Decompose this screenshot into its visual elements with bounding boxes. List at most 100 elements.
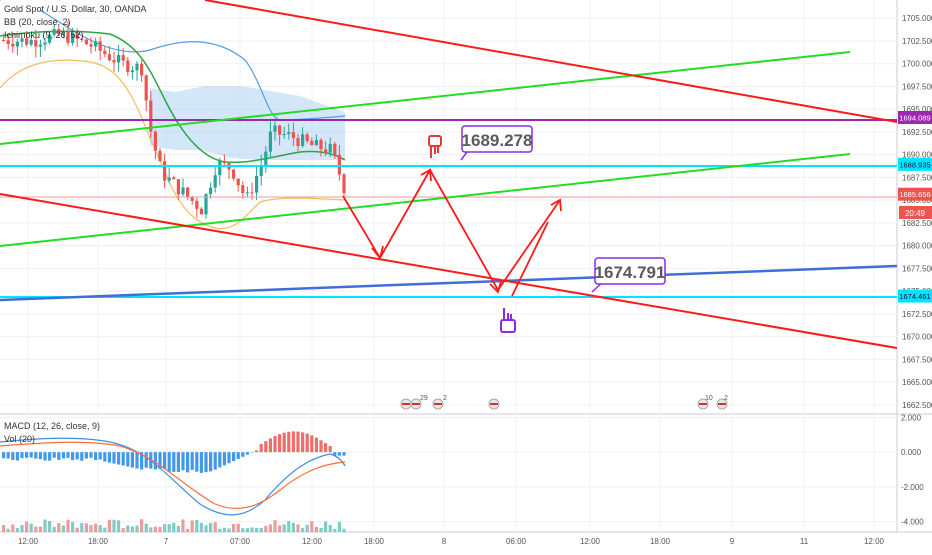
- callout-high-text: 1689.278: [462, 131, 533, 150]
- time-tick-label: 9: [730, 537, 735, 546]
- candle-body: [108, 54, 111, 60]
- macd-histogram-bar: [126, 452, 129, 466]
- callout-low-text: 1674.791: [595, 263, 666, 282]
- volume-bar: [66, 520, 69, 532]
- candle-body: [112, 60, 115, 62]
- macd-histogram-bar: [227, 452, 230, 463]
- countdown-badge: 20:49: [899, 206, 932, 219]
- macd-histogram-bar: [324, 443, 327, 452]
- volume-bar: [149, 527, 152, 532]
- macd-histogram-bar: [11, 452, 14, 460]
- candle-body: [34, 40, 37, 47]
- time-tick-label: 18:00: [88, 537, 109, 546]
- macd-histogram-bar: [292, 431, 295, 452]
- macd-histogram-bar: [209, 452, 212, 471]
- event-flag-icon[interactable]: [489, 399, 499, 409]
- volume-bar: [255, 528, 258, 532]
- candle-body: [269, 132, 272, 152]
- time-tick-label: 8: [442, 537, 447, 546]
- macd-histogram-bar: [273, 436, 276, 452]
- volume-bar: [204, 525, 207, 532]
- candle-body: [131, 70, 134, 72]
- volume-bar: [287, 521, 290, 532]
- macd-histogram-bar: [296, 432, 299, 453]
- time-tick-label: 7: [164, 537, 169, 546]
- volume-bar: [237, 524, 240, 532]
- candle-body: [264, 152, 267, 166]
- volume-bar: [112, 520, 115, 532]
- price-tick-label: 1662.500: [902, 401, 932, 410]
- candle-body: [324, 149, 327, 152]
- volume-bar: [154, 527, 157, 532]
- volume-bar: [191, 521, 194, 532]
- macd-histogram-bar: [269, 438, 272, 452]
- macd-histogram-bar: [39, 452, 42, 459]
- macd-histogram-bar: [214, 452, 217, 469]
- volume-bar: [186, 529, 189, 532]
- volume-bar: [241, 528, 244, 532]
- volume-bar: [338, 522, 341, 532]
- macd-histogram-bar: [112, 452, 115, 463]
- macd-histogram-bar: [223, 452, 226, 465]
- volume-bar: [89, 525, 92, 532]
- candle-body: [43, 43, 46, 45]
- price-label: 1685.656: [898, 188, 932, 201]
- candle-body: [310, 141, 313, 145]
- macd-histogram-bar: [62, 452, 65, 458]
- volume-bar: [214, 522, 217, 532]
- volume-bar: [227, 528, 230, 532]
- macd-histogram-bar: [53, 452, 56, 458]
- volume-bar: [250, 528, 253, 532]
- macd-histogram-bar: [7, 452, 10, 458]
- candle-body: [250, 192, 253, 193]
- event-flag-icon[interactable]: [433, 399, 443, 409]
- macd-histogram-bar: [301, 432, 304, 452]
- volume-bar: [315, 527, 318, 532]
- volume-bar: [25, 522, 28, 532]
- price-label-text: 1674.461: [899, 292, 930, 301]
- candle-body: [342, 175, 345, 194]
- macd-histogram-bar: [287, 432, 290, 452]
- volume-bar: [296, 524, 299, 532]
- candle-body: [177, 179, 180, 194]
- candle-body: [338, 155, 341, 175]
- volume-bar: [39, 527, 42, 532]
- volume-bar: [48, 521, 51, 532]
- candle-body: [278, 126, 281, 135]
- macd-histogram-bar: [181, 452, 184, 470]
- time-tick-label: 12:00: [864, 537, 885, 546]
- macd-histogram-bar: [108, 452, 111, 462]
- volume-bar: [301, 528, 304, 532]
- macd-histogram-bar: [168, 452, 171, 471]
- volume-bar: [200, 523, 203, 532]
- time-tick-label: 18:00: [650, 537, 671, 546]
- event-flag-icon[interactable]: [401, 399, 411, 409]
- volume-bar: [43, 520, 46, 532]
- candle-body: [7, 40, 10, 44]
- volume-bar: [223, 528, 226, 532]
- macd-histogram-bar: [310, 435, 313, 452]
- macd-histogram-bar: [338, 452, 341, 455]
- volume-bar: [30, 524, 33, 532]
- macd-tick-label: 0.000: [901, 448, 922, 457]
- volume-bar: [329, 525, 332, 532]
- candle-body: [94, 41, 97, 46]
- macd-histogram-bar: [195, 452, 198, 471]
- price-tick-label: 1677.500: [902, 264, 932, 273]
- candle-body: [296, 138, 299, 146]
- macd-histogram-bar: [204, 452, 207, 472]
- macd-histogram-bar: [122, 452, 125, 465]
- candle-body: [214, 175, 217, 187]
- candle-body: [237, 179, 240, 186]
- candle-body: [223, 161, 226, 163]
- macd-histogram-bar: [25, 452, 28, 458]
- candle-body: [117, 55, 120, 62]
- volume-bar: [20, 525, 23, 532]
- price-tick-label: 1670.000: [902, 333, 932, 342]
- macd-histogram-bar: [306, 434, 309, 453]
- macd-histogram-bar: [30, 452, 33, 457]
- candle-body: [135, 64, 138, 71]
